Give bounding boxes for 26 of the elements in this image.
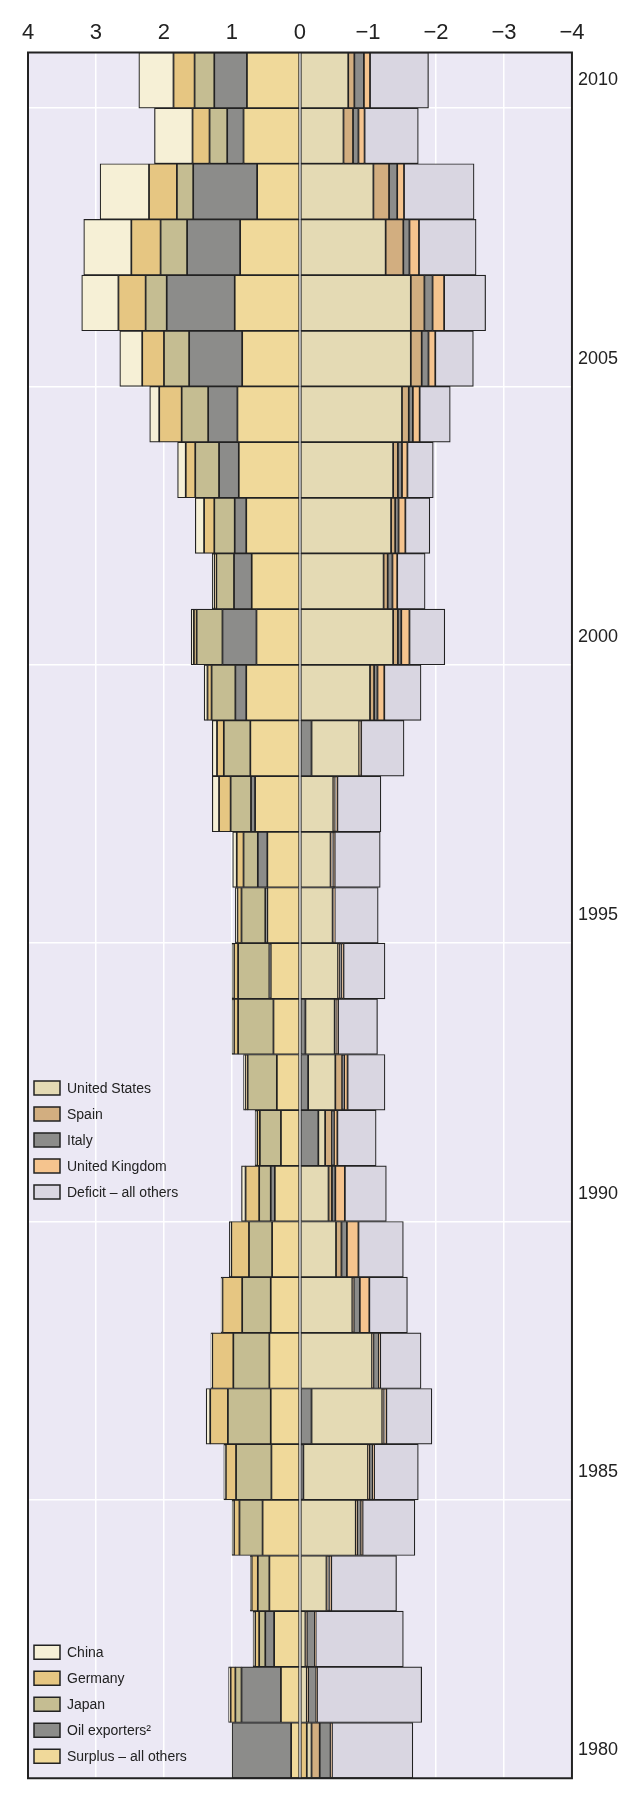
x-tick-label: 1 (225, 19, 239, 45)
x-tick-label: −4 (559, 19, 585, 45)
y-tick-label: 2010 (577, 69, 618, 90)
y-tick-label: 1980 (577, 1739, 618, 1760)
legend-label: Spain (67, 1105, 103, 1122)
legend-label: China (67, 1644, 104, 1661)
legend-label: Germany (67, 1670, 125, 1687)
x-tick-label: 2 (157, 19, 171, 45)
y-tick-label: 1985 (577, 1460, 618, 1481)
x-tick-label: 0 (293, 19, 307, 45)
x-tick-label: 3 (89, 19, 103, 45)
legend-label: Italy (67, 1131, 93, 1148)
legend-label: Oil exporters² (67, 1722, 152, 1739)
legend-label: Deficit – all others (67, 1183, 179, 1200)
legend-label: Japan (67, 1696, 106, 1713)
y-tick-label: 2005 (577, 347, 618, 368)
x-tick-label: −1 (355, 19, 381, 45)
legend-label: United States (67, 1079, 152, 1096)
legend-label: Surplus – all others (67, 1748, 187, 1765)
x-tick-label: −3 (491, 19, 517, 45)
y-tick-label: 1990 (577, 1182, 618, 1203)
y-tick-label: 1995 (577, 904, 618, 925)
x-tick-label: 4 (21, 19, 35, 45)
x-tick-label: −2 (423, 19, 449, 45)
y-tick-label: 2000 (577, 625, 618, 646)
legend-label: United Kingdom (67, 1157, 167, 1174)
